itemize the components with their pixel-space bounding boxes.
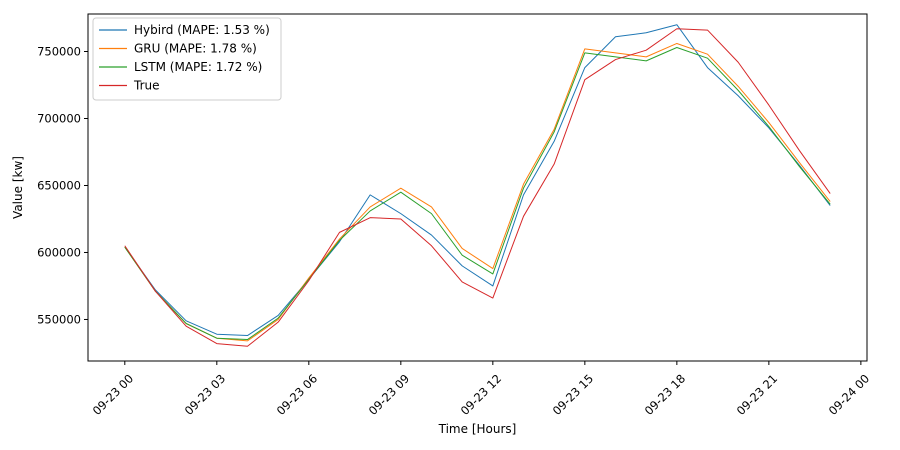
y-axis: 550000 600000 650000 700000 750000 xyxy=(37,45,88,326)
y-tick-label: 550000 xyxy=(37,312,81,326)
series-line-1 xyxy=(124,42,831,342)
legend-box xyxy=(92,17,282,101)
legend-entry-label: LSTM (MAPE: 1.72 %) xyxy=(134,60,262,74)
y-tick-label: 750000 xyxy=(37,45,81,59)
legend-entry-label: GRU (MAPE: 1.78 %) xyxy=(134,42,257,56)
legend: Hybird (MAPE: 1.53 %) GRU (MAPE: 1.78 %) L… xyxy=(92,17,282,101)
y-tick-label: 600000 xyxy=(37,245,81,259)
series-line-0 xyxy=(124,24,831,337)
y-axis-label: Value [kw] xyxy=(11,156,25,219)
legend-entry-label: Hybird (MAPE: 1.53 %) xyxy=(134,23,270,37)
legend-entry-label: True xyxy=(133,79,160,93)
series-line-3 xyxy=(124,28,831,347)
series-layer xyxy=(124,24,831,347)
plot-frame xyxy=(87,13,868,362)
x-axis-label: Time [Hours] xyxy=(438,422,517,436)
series-line-2 xyxy=(124,46,831,341)
y-tick-label: 650000 xyxy=(37,178,81,192)
y-tick-label: 700000 xyxy=(37,112,81,126)
